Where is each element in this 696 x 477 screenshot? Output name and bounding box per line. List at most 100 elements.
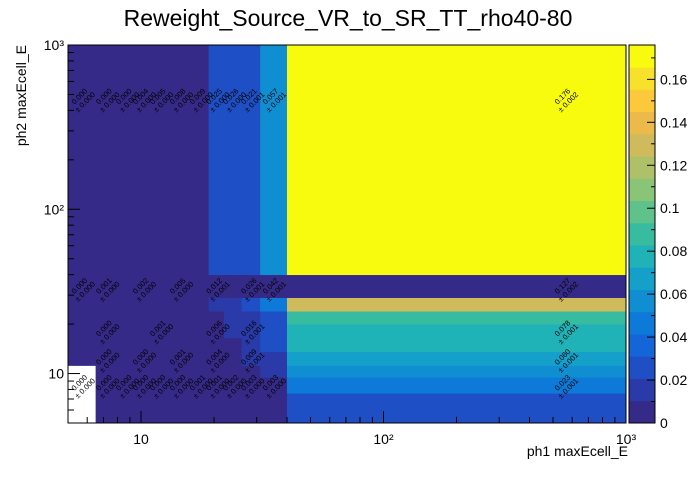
colorbar-segment [629, 67, 655, 90]
heatmap-cell [117, 377, 136, 394]
heatmap-cell [135, 351, 152, 366]
heatmap-cell [95, 324, 118, 339]
heatmap-cell [168, 351, 191, 366]
heatmap-cell [151, 297, 170, 312]
heatmap-cell [135, 297, 152, 312]
plot-frame [67, 44, 627, 424]
colorbar-tick-label: 0.08 [660, 243, 687, 259]
heatmap-cell [168, 274, 191, 298]
heatmap-cell [286, 351, 627, 366]
colorbar-segment [629, 334, 655, 357]
heatmap-cell [151, 377, 170, 394]
heatmap-cell [151, 324, 170, 339]
colorbar-segment [629, 89, 655, 113]
heatmap-cell [135, 337, 152, 353]
colorbar [628, 44, 656, 424]
heatmap-cell [241, 377, 261, 394]
heatmap-cell [208, 337, 225, 353]
heatmap-cell [208, 324, 225, 339]
heatmap-cell [168, 311, 191, 325]
heatmap-cell [208, 365, 225, 378]
heatmap-cell [95, 45, 118, 276]
colorbar-segment [629, 200, 655, 224]
heatmap-cell [117, 393, 136, 424]
heatmap-cell [151, 274, 170, 298]
heatmap-cell [286, 337, 627, 353]
x-tick-label: 10² [373, 431, 394, 447]
heatmap-cell [241, 311, 261, 325]
heatmap-cell [224, 337, 243, 353]
heatmap-cell [190, 45, 209, 276]
heatmap-cell [190, 393, 209, 424]
heatmap-cell [68, 337, 97, 353]
heatmap-cell [286, 45, 627, 276]
heatmap-cell [151, 351, 170, 366]
heatmap-cell [260, 311, 288, 325]
x-axis-label: ph1 maxEcell_E [527, 443, 628, 459]
heatmap-cell [286, 365, 627, 378]
colorbar-tick-label: 0.12 [660, 157, 687, 173]
heatmap-cell [241, 365, 261, 378]
heatmap-cell [190, 311, 209, 325]
heatmap-cell [224, 274, 243, 298]
chart-title: Reweight_Source_VR_to_SR_TT_rho40-80 [124, 5, 573, 31]
heatmap-cell [117, 324, 136, 339]
heatmap-cell [190, 274, 209, 298]
heatmap-cell [95, 297, 118, 312]
heatmap-cell [224, 393, 243, 424]
heatmap-cell [224, 365, 243, 378]
y-tick-label: 10² [44, 201, 65, 217]
heatmap-cell [95, 377, 118, 394]
heatmap-cell [224, 324, 243, 339]
heatmap-cell [68, 311, 97, 325]
heatmap-cell [117, 45, 136, 276]
colorbar-segment [629, 45, 655, 68]
colorbar-tick-label: 0.04 [660, 329, 687, 345]
colorbar-segment [629, 267, 655, 290]
colorbar-axis: 0 0.02 0.04 0.06 0.08 0.1 0.12 0.14 0.16 [647, 57, 687, 431]
cell-label: 0.000± 0.000 [70, 373, 97, 400]
heatmap-cell [117, 274, 136, 298]
heatmap-cell [117, 351, 136, 366]
heatmap-cell [286, 324, 627, 339]
colorbar-tick-label: 0.02 [660, 372, 687, 388]
heatmap-cell [260, 337, 288, 353]
heatmap-cell [224, 45, 243, 276]
colorbar-segment [629, 356, 655, 379]
heatmap-cell [241, 274, 261, 298]
heatmap-cell [224, 311, 243, 325]
colorbar-tick-label: 0.16 [660, 71, 687, 87]
heatmap-cell [241, 297, 261, 312]
heatmap-cell [68, 274, 97, 298]
heatmap-cell [208, 45, 225, 276]
heatmap-cell [168, 45, 191, 276]
heatmap-cell [190, 297, 209, 312]
heatmap-cell [190, 337, 209, 353]
heatmap-cell [260, 324, 288, 339]
heatmap-cell [224, 297, 243, 312]
heatmap-cell [135, 365, 152, 378]
heatmap-cell [68, 297, 97, 312]
heatmap-cell [208, 274, 225, 298]
heatmap-cell [260, 297, 288, 312]
heatmap-cell [117, 365, 136, 378]
x-tick-label: 10³ [616, 431, 637, 447]
heatmap-cell [151, 311, 170, 325]
colorbar-segment [629, 400, 655, 424]
heatmap-cell [135, 377, 152, 394]
colorbar-segment [629, 222, 655, 246]
heatmap-cell [68, 351, 97, 366]
heatmap-cell [117, 297, 136, 312]
heatmap-cell [117, 337, 136, 353]
colorbar-tick-label: 0.14 [660, 114, 687, 130]
heatmap-cells [68, 45, 627, 424]
heatmap-cell [135, 393, 152, 424]
heatmap-cell [168, 297, 191, 312]
heatmap-cell [260, 274, 288, 298]
heatmap-cell [208, 311, 225, 325]
heatmap-cell [241, 393, 261, 424]
heatmap-cell [168, 337, 191, 353]
heatmap-cell [260, 377, 288, 394]
